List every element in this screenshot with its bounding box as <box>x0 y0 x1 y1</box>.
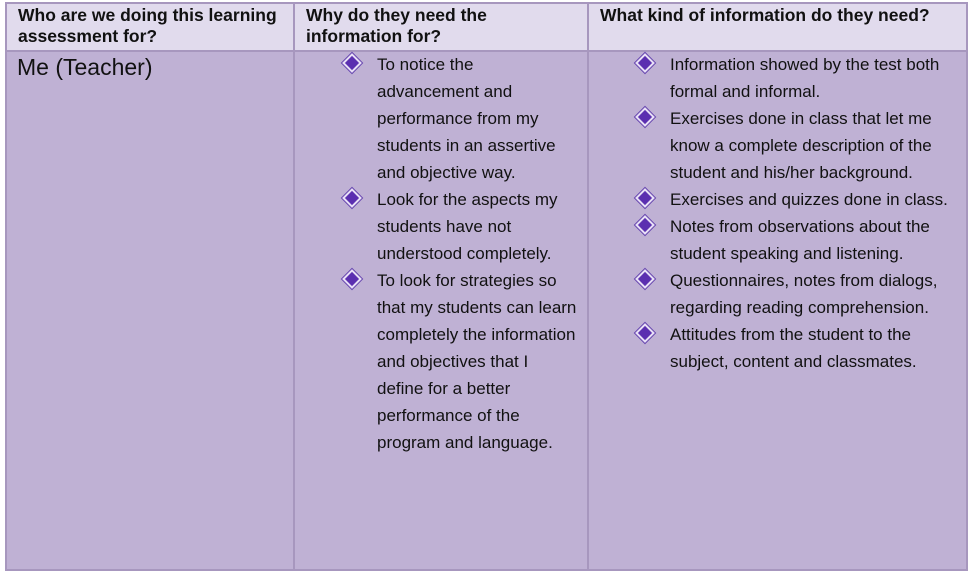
cell-why: To notice the advancement and performanc… <box>293 50 589 571</box>
diamond-bullet-icon <box>635 215 655 235</box>
diamond-bullet-icon <box>635 323 655 343</box>
list-item: Exercises and quizzes done in class. <box>635 186 958 213</box>
list-item: Look for the aspects my students have no… <box>342 186 579 267</box>
diamond-bullet-icon <box>635 188 655 208</box>
list-item: Questionnaires, notes from dialogs, rega… <box>635 267 958 321</box>
diamond-bullet-icon <box>635 269 655 289</box>
cell-who: Me (Teacher) <box>5 50 295 571</box>
list-item: Exercises done in class that let me know… <box>635 105 958 186</box>
diamond-bullet-icon <box>342 188 362 208</box>
list-item-text: Exercises and quizzes done in class. <box>670 190 948 209</box>
header-why: Why do they need the information for? <box>293 2 589 52</box>
list-item-text: Notes from observations about the studen… <box>670 217 930 263</box>
list-item: To look for strategies so that my studen… <box>342 267 579 456</box>
header-row: Who are we doing this learning assessmen… <box>5 2 968 52</box>
header-what: What kind of information do they need? <box>587 2 968 52</box>
diamond-bullet-icon <box>635 53 655 73</box>
list-item-text: Attitudes from the student to the subjec… <box>670 325 917 371</box>
list-item-text: To look for strategies so that my studen… <box>377 271 577 452</box>
list-item-text: Questionnaires, notes from dialogs, rega… <box>670 271 938 317</box>
cell-what: Information showed by the test both form… <box>587 50 968 571</box>
what-list: Information showed by the test both form… <box>589 51 966 375</box>
list-item: Information showed by the test both form… <box>635 51 958 105</box>
list-item-text: To notice the advancement and performanc… <box>377 55 556 182</box>
list-item: To notice the advancement and performanc… <box>342 51 579 186</box>
diamond-bullet-icon <box>342 53 362 73</box>
list-item: Notes from observations about the studen… <box>635 213 958 267</box>
table-row: Me (Teacher) To notice the advancement a… <box>5 50 968 571</box>
header-who: Who are we doing this learning assessmen… <box>5 2 295 52</box>
list-item-text: Exercises done in class that let me know… <box>670 109 932 182</box>
list-item-text: Look for the aspects my students have no… <box>377 190 558 263</box>
why-list: To notice the advancement and performanc… <box>295 51 587 456</box>
diamond-bullet-icon <box>635 107 655 127</box>
list-item-text: Information showed by the test both form… <box>670 55 940 101</box>
assessment-table: Who are we doing this learning assessmen… <box>5 2 968 571</box>
list-item: Attitudes from the student to the subjec… <box>635 321 958 375</box>
diamond-bullet-icon <box>342 269 362 289</box>
